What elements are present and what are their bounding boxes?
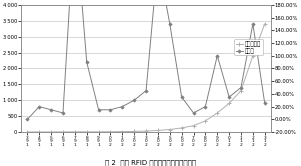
- 增长率: [120, 106, 124, 108]
- 增长率: [180, 96, 184, 98]
- 专利申请量: [156, 129, 160, 131]
- Line: 专利申请量: 专利申请量: [26, 22, 266, 134]
- 增长率: [144, 90, 148, 92]
- 增长率: [192, 112, 195, 114]
- 增长率: [85, 61, 88, 63]
- 增长率: [61, 112, 65, 114]
- 增长率: [132, 99, 136, 101]
- 增长率: [168, 23, 172, 25]
- Text: 图 2  中国 RFID 技术历年专利申请量趋势: 图 2 中国 RFID 技术历年专利申请量趋势: [105, 159, 196, 166]
- 专利申请量: [26, 131, 29, 133]
- 专利申请量: [168, 128, 172, 130]
- 增长率: [263, 102, 267, 104]
- 专利申请量: [192, 125, 195, 127]
- 专利申请量: [180, 127, 184, 129]
- 增长率: [49, 109, 53, 111]
- Legend: 专利申请量, 增长率: 专利申请量, 增长率: [234, 39, 263, 55]
- 增长率: [216, 55, 219, 57]
- 增长率: [109, 109, 112, 111]
- 增长率: [37, 106, 41, 108]
- 专利申请量: [144, 130, 148, 132]
- 专利申请量: [263, 23, 267, 25]
- 专利申请量: [216, 112, 219, 114]
- Line: 增长率: 增长率: [26, 0, 266, 121]
- 增长率: [26, 118, 29, 120]
- 专利申请量: [203, 120, 207, 122]
- 专利申请量: [37, 131, 41, 133]
- 专利申请量: [97, 131, 101, 133]
- 专利申请量: [61, 131, 65, 133]
- 专利申请量: [132, 130, 136, 132]
- 专利申请量: [109, 131, 112, 133]
- 增长率: [251, 23, 255, 25]
- 增长率: [97, 109, 101, 111]
- 增长率: [203, 106, 207, 108]
- 专利申请量: [73, 131, 77, 133]
- 专利申请量: [239, 90, 243, 92]
- 增长率: [227, 96, 231, 98]
- 专利申请量: [85, 131, 88, 133]
- 专利申请量: [251, 55, 255, 57]
- 专利申请量: [49, 131, 53, 133]
- 专利申请量: [227, 102, 231, 104]
- 专利申请量: [120, 131, 124, 133]
- 增长率: [239, 86, 243, 88]
